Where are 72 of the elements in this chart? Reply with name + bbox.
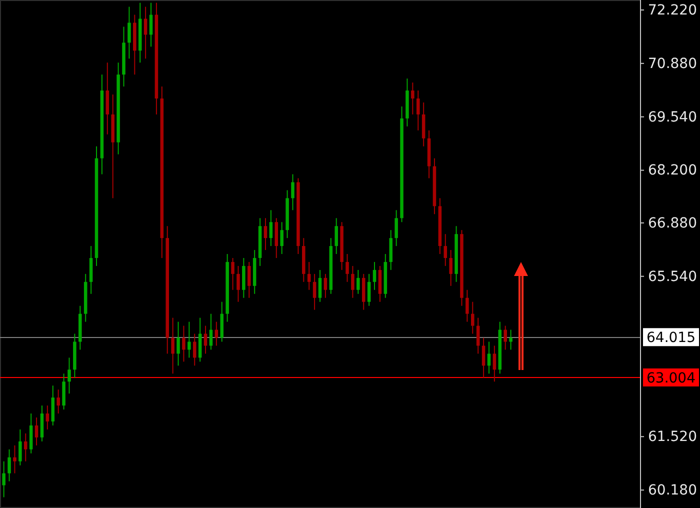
- candlestick: [449, 250, 452, 286]
- ref-line-label: 63.004: [646, 370, 696, 386]
- ref-line-label: 64.015: [646, 330, 696, 346]
- candlestick: [264, 218, 268, 251]
- candlestick: [46, 405, 50, 430]
- candlestick: [18, 428, 22, 466]
- candlestick: [444, 234, 448, 266]
- candlestick: [188, 321, 191, 358]
- candlestick: [149, 2, 153, 48]
- candlestick: [324, 273, 328, 298]
- y-tick-label: 60.180: [648, 482, 697, 499]
- candlestick: [198, 317, 202, 362]
- candlestick: [231, 257, 234, 290]
- candlestick: [192, 333, 196, 366]
- candlestick: [24, 432, 28, 462]
- candlestick: [29, 413, 33, 454]
- candlestick: [378, 265, 382, 302]
- candlestick: [269, 210, 273, 247]
- candlestick: [346, 254, 349, 282]
- candlestick: [492, 345, 496, 382]
- candlestick: [291, 174, 294, 211]
- candlestick: [68, 357, 71, 394]
- candlestick: [367, 273, 371, 306]
- candlestick: [236, 265, 240, 302]
- candlestick: [504, 325, 507, 350]
- candlestick: [242, 257, 246, 298]
- candlestick: [182, 325, 186, 362]
- candlestick: [422, 102, 426, 147]
- candlestick: [476, 317, 480, 354]
- y-tick-label: 61.520: [648, 429, 697, 446]
- candlestick: [482, 337, 486, 378]
- y-tick-label: 72.220: [648, 2, 697, 18]
- candlestick: [416, 90, 420, 131]
- candlestick: [274, 218, 278, 258]
- y-tick-label: 69.540: [648, 109, 697, 126]
- candlestick: [394, 210, 398, 247]
- candlestick: [56, 389, 60, 414]
- candlestick: [176, 321, 180, 366]
- candlestick: [106, 62, 110, 135]
- candlestick: [51, 385, 55, 426]
- candlestick: [356, 269, 360, 294]
- y-tick-label: 68.200: [648, 162, 697, 179]
- candlestick: [318, 269, 322, 302]
- candlestick: [509, 329, 512, 350]
- candlestick: [2, 460, 6, 498]
- candlestick: [62, 373, 66, 410]
- candlestick: [204, 325, 208, 354]
- candlestick: [312, 273, 316, 310]
- candlestick: [8, 448, 11, 482]
- y-tick-label: 65.540: [648, 268, 697, 285]
- candlestick: [362, 273, 366, 310]
- candlestick: [334, 218, 338, 254]
- candlestick: [220, 301, 224, 342]
- candlestick: [128, 6, 131, 60]
- candlestick: [372, 261, 376, 290]
- candlestick: [307, 261, 311, 290]
- candlestick: [389, 230, 393, 270]
- y-tick-label: 70.880: [648, 56, 697, 72]
- candlestick: [280, 222, 284, 254]
- candlestick: [171, 317, 174, 374]
- candlestick: [40, 405, 44, 442]
- candlestick: [247, 261, 251, 298]
- candlestick: [411, 82, 414, 115]
- candlestick: [466, 289, 469, 322]
- candlestick: [471, 301, 474, 334]
- candlestick: [144, 6, 148, 60]
- candlestick: [34, 416, 38, 446]
- candlestick: [487, 341, 491, 374]
- candlestick: [13, 444, 16, 474]
- candlestick: [351, 265, 354, 298]
- candlestick: [89, 246, 93, 294]
- y-tick-label: 66.880: [648, 215, 697, 232]
